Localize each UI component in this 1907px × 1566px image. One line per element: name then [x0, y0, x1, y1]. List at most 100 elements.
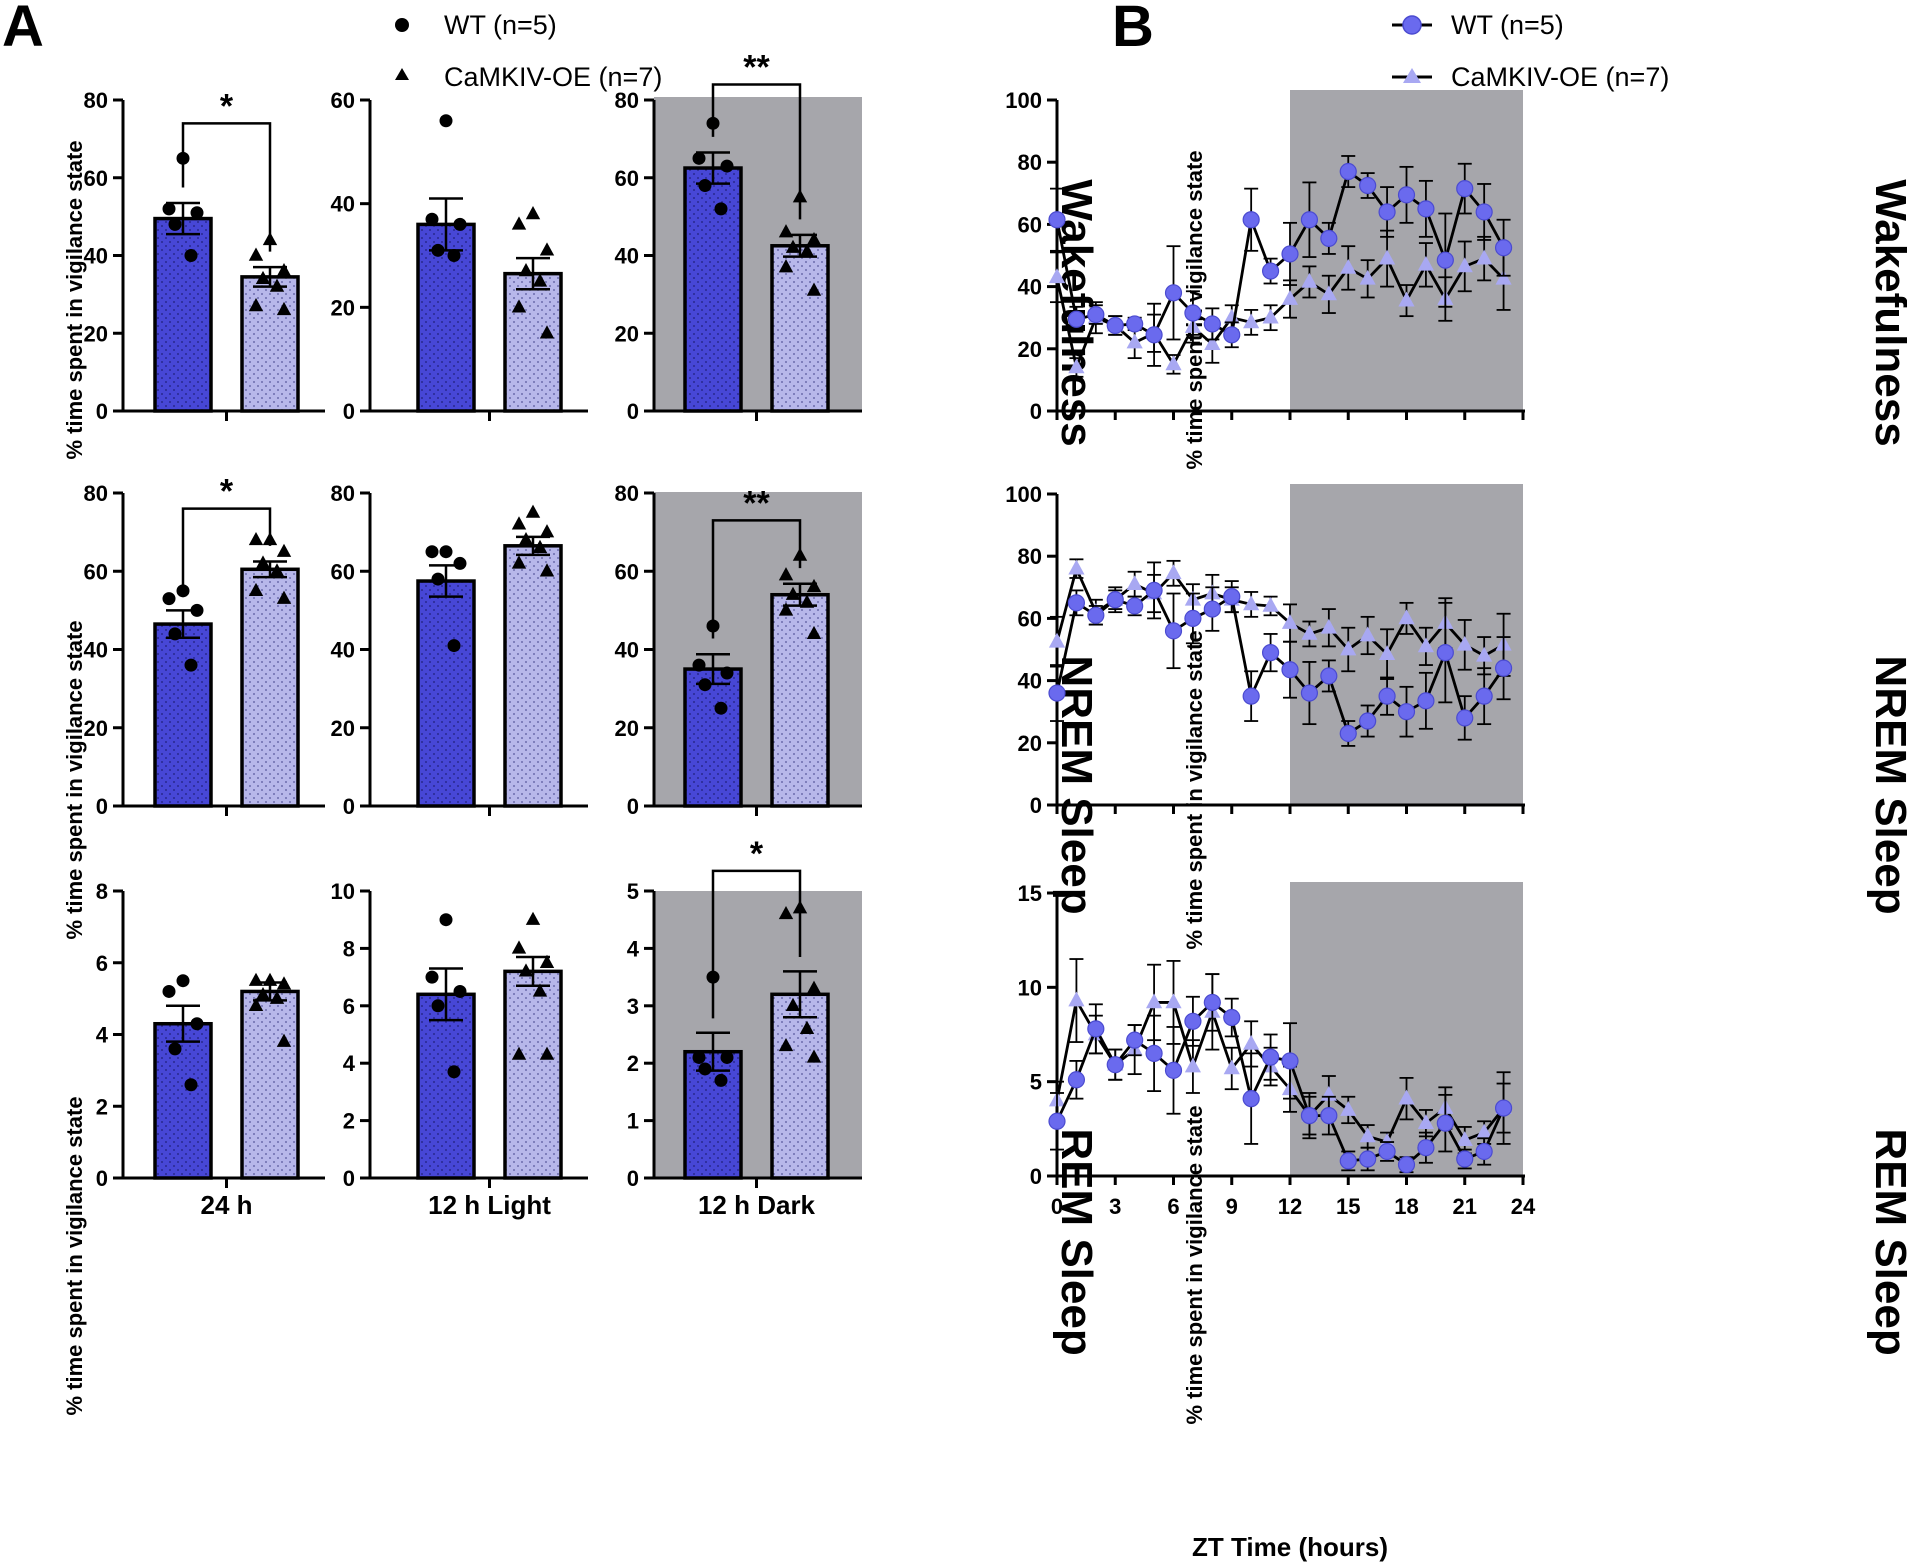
data-point-wt: [1087, 1020, 1105, 1038]
y-tick-label: 80: [84, 88, 108, 113]
bar-subplot-A-rem-light: 0 2 4 6 8 10 12 h Light: [331, 879, 588, 1220]
data-point-wt: [1242, 211, 1260, 229]
data-point-wt: [1281, 1052, 1299, 1070]
panel-label-b: B: [1112, 0, 1154, 59]
data-point-camkiv-oe: [806, 282, 822, 296]
significance-marker: *: [220, 473, 234, 511]
data-point-camkiv-oe: [276, 590, 292, 604]
data-point-camkiv-oe: [511, 940, 527, 954]
x-tick-label: 0: [1051, 1194, 1063, 1219]
data-point-camkiv-oe: [1340, 1100, 1357, 1116]
data-point-wt: [1223, 588, 1241, 606]
y-tick-label: 0: [343, 794, 355, 819]
x-tick-label: 3: [1109, 1194, 1121, 1219]
y-tick-label: 60: [331, 559, 355, 584]
y-tick-label: 4: [96, 1023, 109, 1048]
x-axis-category-label: 12 h Light: [428, 1190, 551, 1220]
data-point-wt: [1359, 712, 1377, 730]
series-wt: [1048, 561, 1513, 747]
data-point-camkiv-oe: [1281, 290, 1299, 305]
x-tick-label: 9: [1226, 1194, 1238, 1219]
y-tick-label: 20: [1018, 337, 1042, 362]
data-point-wt: [1378, 203, 1396, 221]
data-point-wt: [1145, 1044, 1163, 1062]
bar-wt: [683, 667, 743, 808]
legend-a: WT (n=5) CaMKIV-OE (n=7): [395, 10, 662, 92]
row-label-a-rem: REM Sleep: [1052, 1128, 1101, 1355]
data-point-wt: [431, 572, 445, 586]
y-tick-label: 10: [1018, 975, 1042, 1000]
y-tick-label: 80: [615, 88, 639, 113]
bar-subplot-A-wake-light: 0 20 40 60: [331, 88, 588, 424]
y-tick-label: 0: [96, 1166, 108, 1191]
data-point-camkiv-oe: [1301, 272, 1318, 288]
data-point-camkiv-oe: [1417, 255, 1435, 271]
data-point-wt: [1203, 993, 1221, 1012]
data-point-camkiv-oe: [778, 1037, 794, 1052]
y-tick-label: 20: [84, 716, 108, 741]
row-label-b-rem: REM Sleep: [1866, 1128, 1907, 1355]
y-tick-label: 80: [1018, 150, 1042, 175]
data-point-wt: [1475, 1142, 1493, 1161]
data-point-camkiv-oe: [1262, 308, 1279, 324]
data-point-wt: [1087, 305, 1105, 324]
data-point-camkiv-oe: [1243, 313, 1260, 329]
data-point-camkiv-oe: [1456, 635, 1473, 651]
data-point-camkiv-oe: [1476, 249, 1493, 265]
row-label-b-nrem: NREM Sleep: [1866, 655, 1907, 914]
data-point-camkiv-oe: [778, 259, 794, 273]
x-axis-category-label: 24 h: [200, 1190, 252, 1220]
data-point-wt: [425, 545, 439, 559]
significance-bracket: [181, 507, 272, 595]
data-point-wt: [1184, 304, 1202, 322]
data-point-wt: [1378, 1142, 1396, 1161]
data-point-camkiv-oe: [778, 602, 794, 616]
data-point-wt: [1281, 245, 1299, 263]
data-point-wt: [176, 974, 190, 988]
data-point-camkiv-oe: [1243, 1034, 1260, 1050]
y-tick-label: 100: [1005, 482, 1042, 507]
data-point-camkiv-oe: [276, 1033, 292, 1047]
y-tick-label: 80: [615, 481, 639, 506]
bar-subplot-A-rem-24h: 0 2 4 6 8 24 h: [96, 879, 325, 1220]
y-tick-label: 8: [96, 879, 108, 904]
y-tick-label: 60: [331, 88, 355, 113]
data-point-wt: [168, 1042, 182, 1056]
data-point-camkiv-oe: [248, 298, 264, 312]
significance-marker: *: [750, 835, 764, 873]
data-point-wt: [184, 249, 198, 262]
y-tick-label: 0: [96, 399, 108, 424]
data-point-camkiv-oe: [276, 976, 292, 990]
significance-marker: **: [743, 484, 770, 522]
data-point-camkiv-oe: [269, 563, 285, 577]
data-point-wt: [439, 913, 453, 927]
data-point-camkiv-oe: [539, 325, 555, 339]
data-point-camkiv-oe: [539, 1046, 555, 1060]
data-point-wt: [692, 151, 706, 165]
data-point-wt: [1417, 200, 1435, 218]
data-point-camkiv-oe: [511, 299, 527, 313]
y-tick-label: 40: [331, 192, 355, 217]
y-tick-label: 80: [331, 481, 355, 506]
data-point-camkiv-oe: [806, 625, 822, 640]
y-tick-label: 0: [627, 1166, 639, 1191]
legend-a-wt-marker: [395, 18, 409, 32]
data-point-wt: [1261, 1048, 1280, 1066]
y-tick-label: 60: [1018, 606, 1042, 631]
data-point-camkiv-oe: [1417, 637, 1435, 653]
data-point-camkiv-oe: [1281, 614, 1299, 629]
legend-b-oe-marker: [1403, 68, 1421, 83]
data-point-wt: [162, 592, 176, 606]
y-tick-label: 60: [615, 166, 639, 191]
data-point-camkiv-oe: [1495, 269, 1512, 285]
legend-b: WT (n=5) CaMKIV-OE (n=7): [1392, 10, 1669, 92]
data-point-wt: [714, 701, 728, 715]
x-tick-label: 12: [1278, 1194, 1302, 1219]
y-tick-label: 3: [627, 994, 639, 1019]
legend-a-oe-label: CaMKIV-OE (n=7): [444, 62, 662, 92]
data-point-wt: [714, 1073, 728, 1087]
data-point-camkiv-oe: [511, 516, 527, 530]
y-tick-label: 0: [627, 794, 639, 819]
data-point-wt: [447, 249, 461, 262]
data-point-wt: [1203, 600, 1221, 618]
